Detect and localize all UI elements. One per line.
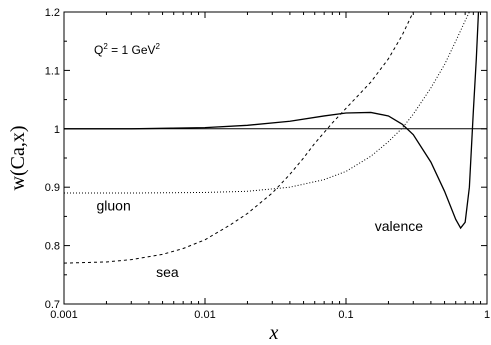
annotation-sup2: 2 (156, 42, 161, 51)
y-tick-label: 0.8 (45, 241, 60, 253)
series-valence-line (64, 12, 480, 230)
x-tick-label: 0.1 (338, 309, 353, 321)
x-tick-label: 0.01 (194, 309, 215, 321)
label-sea: sea (156, 264, 179, 280)
x-tick-label: 0.001 (50, 309, 78, 321)
series-sea-line (64, 12, 414, 264)
y-tick-label: 0.9 (45, 182, 60, 194)
label-gluon: gluon (96, 198, 130, 214)
series-gluon-line (64, 12, 470, 194)
label-valence: valence (375, 218, 423, 234)
annotation-q2: Q2 = 1 GeV2 (94, 42, 161, 57)
annotation-q: Q (94, 43, 103, 57)
y-tick-label: 1.2 (45, 7, 60, 19)
x-tick-label: 1 (484, 309, 490, 321)
axis-ticks: 0.001 0.01 0.1 1 0.7 0.8 0.9 1 1.1 1.2 (45, 7, 490, 321)
x-axis-title: x (269, 322, 279, 344)
y-tick-label: 0.7 (45, 299, 60, 311)
annotation-sup1: 2 (103, 42, 108, 51)
curve-labels: gluon sea valence (96, 198, 423, 281)
y-tick-label: 1.1 (45, 65, 60, 77)
y-axis-title: w(Ca,x) (7, 126, 29, 191)
y-tick-label: 1 (54, 124, 60, 136)
series-layer (64, 12, 480, 264)
annotation-mid: = 1 GeV (108, 43, 156, 57)
